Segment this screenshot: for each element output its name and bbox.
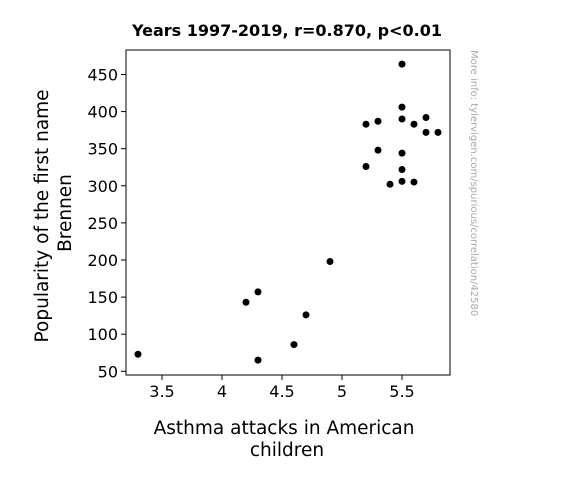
y-tick-label: 300	[87, 177, 118, 196]
data-point	[254, 288, 262, 296]
chart-title: Years 1997-2019, r=0.870, p<0.01	[131, 21, 442, 40]
data-point	[362, 162, 370, 170]
data-point	[398, 103, 406, 111]
y-tick-label: 150	[87, 288, 118, 307]
y-axis: 50 100 150 200 250 300 350 400 450	[87, 65, 126, 381]
y-axis-label-line-1: Popularity of the first name	[32, 89, 53, 342]
x-tick-label: 5.5	[389, 382, 414, 401]
data-point	[410, 120, 418, 128]
x-axis-label-line-2: children	[250, 440, 324, 461]
x-axis-label: Asthma attacks in American children	[154, 418, 421, 461]
data-point	[302, 311, 310, 319]
x-tick-label: 5	[337, 382, 347, 401]
data-point	[242, 298, 250, 306]
data-point	[398, 177, 406, 185]
x-tick-label: 4.5	[269, 382, 294, 401]
x-axis-label-line-1: Asthma attacks in American	[154, 418, 415, 439]
y-tick-label: 350	[87, 140, 118, 159]
data-point	[398, 60, 406, 68]
y-axis-label: Popularity of the first name Brennen	[32, 84, 76, 343]
data-point	[422, 114, 430, 122]
y-tick-label: 250	[87, 214, 118, 233]
plot-area-frame	[125, 49, 451, 376]
x-axis: 3.5 4 4.5 5 5.5	[149, 375, 415, 401]
data-point	[254, 356, 262, 364]
data-point	[290, 341, 298, 349]
data-point	[434, 128, 442, 136]
data-point	[374, 146, 382, 154]
x-tick-label: 4	[217, 382, 227, 401]
y-tick-label: 100	[87, 325, 118, 344]
data-point	[134, 350, 142, 358]
data-point	[398, 115, 406, 123]
y-tick-label: 50	[98, 362, 118, 381]
y-axis-label-line-2: Brennen	[55, 174, 76, 252]
data-points	[134, 60, 442, 364]
source-note: More info: tylervigen.com/spurious/corre…	[468, 50, 479, 316]
data-point	[326, 257, 334, 265]
y-tick-label: 200	[87, 251, 118, 270]
data-point	[410, 178, 418, 186]
y-tick-label: 450	[87, 65, 118, 84]
data-point	[362, 120, 370, 128]
x-tick-label: 3.5	[149, 382, 174, 401]
data-point	[398, 149, 406, 157]
data-point	[374, 117, 382, 125]
data-point	[422, 128, 430, 136]
data-point	[386, 180, 394, 188]
data-point	[398, 165, 406, 173]
y-tick-label: 400	[87, 103, 118, 122]
